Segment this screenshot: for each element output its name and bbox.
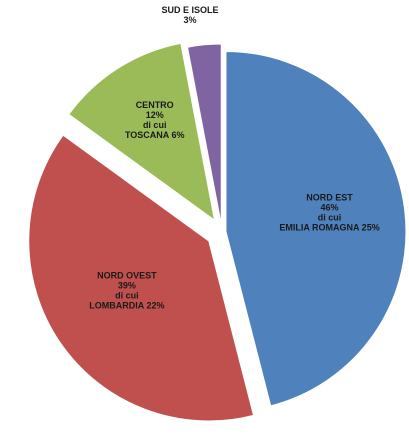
pie-slice-nord-ovest (28, 134, 255, 422)
pie-slices (28, 42, 407, 422)
label-value-nord-ovest: 39% (118, 281, 136, 291)
label-prefix-nord-est: di cui (318, 212, 342, 222)
label-sub-nord-ovest: LOMBARDIA 22% (89, 301, 164, 311)
label-name-nord-ovest: NORD OVEST (97, 271, 157, 281)
pie-slice-centro (68, 42, 216, 222)
pie-slice-sud-e-isole (186, 43, 222, 225)
label-value-centro: 12% (146, 110, 164, 120)
label-name-nord-est: NORD EST (306, 192, 353, 202)
label-name-sud-e-isole: SUD E ISOLE (161, 5, 218, 15)
label-prefix-centro: di cui (143, 120, 167, 130)
label-sub-centro: TOSCANA 6% (125, 130, 185, 140)
label-name-centro: CENTRO (136, 100, 174, 110)
label-sub-nord-est: EMILIA ROMAGNA 25% (279, 222, 379, 232)
label-value-sud-e-isole: 3% (183, 15, 196, 25)
pie-slice-nord-est (225, 50, 407, 407)
label-prefix-nord-ovest: di cui (115, 291, 139, 301)
label-value-nord-est: 46% (321, 202, 339, 212)
